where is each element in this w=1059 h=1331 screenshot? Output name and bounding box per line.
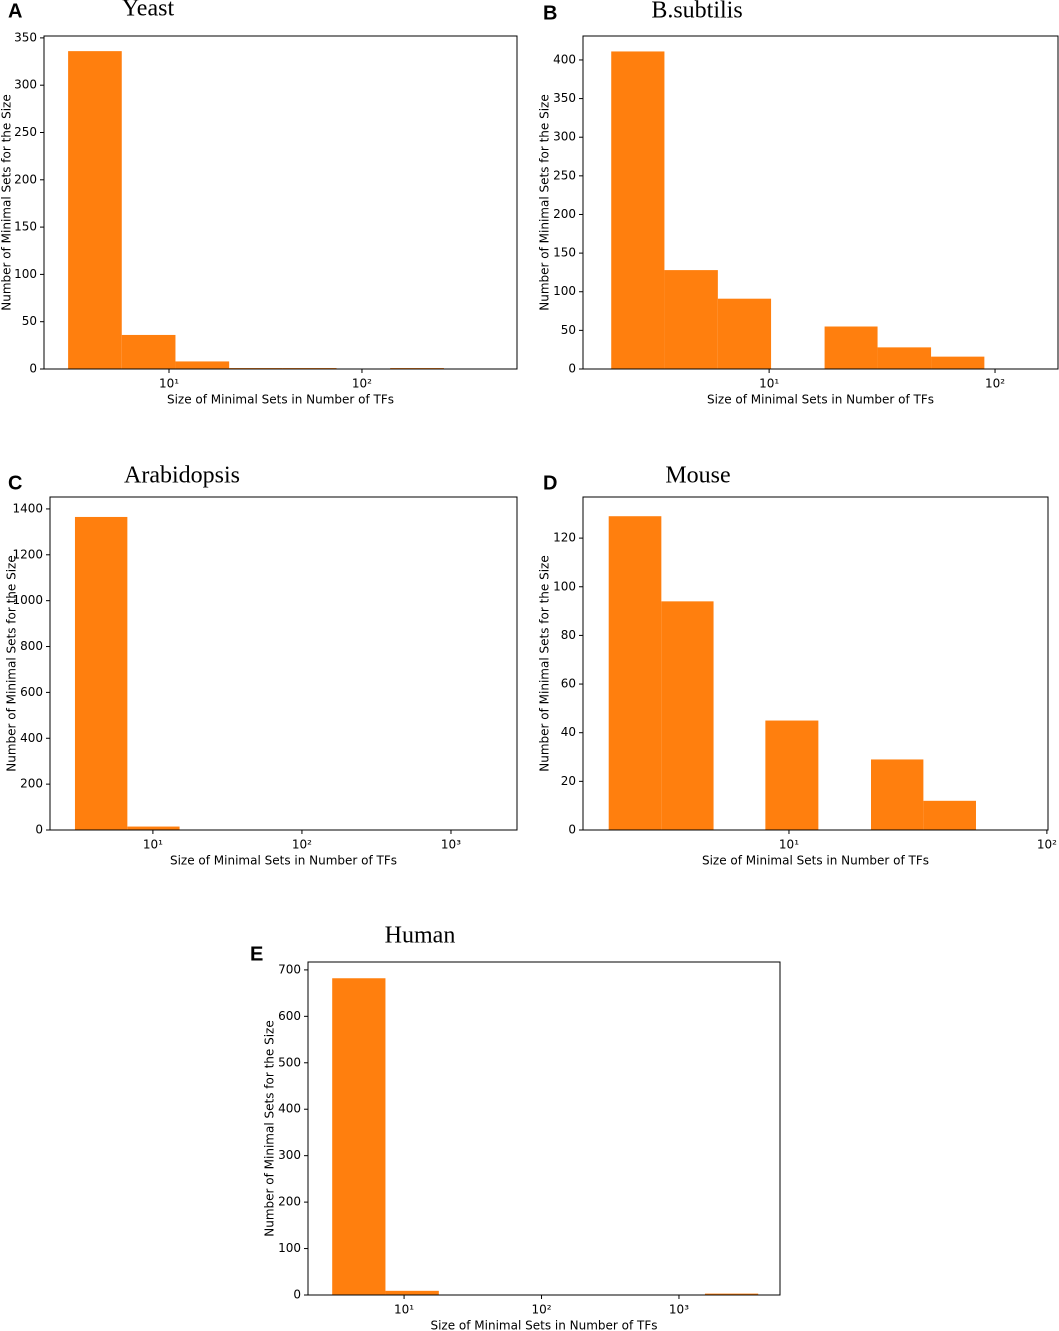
axes-frame — [582, 35, 1059, 370]
x-axis-label: Size of Minimal Sets in Number of TFs — [430, 1319, 657, 1331]
bar — [385, 1290, 439, 1295]
y-tick-label: 300 — [553, 130, 576, 144]
x-tick-label: 10¹ — [759, 377, 779, 391]
y-tick-label: 100 — [14, 267, 37, 281]
bar — [608, 516, 662, 830]
y-tick-label: 50 — [561, 323, 576, 337]
bar — [121, 334, 176, 369]
y-tick-label: 60 — [561, 677, 576, 691]
y-tick-label: 350 — [553, 91, 576, 105]
y-tick-label: 40 — [561, 725, 576, 739]
y-tick-label: 200 — [14, 172, 37, 186]
y-tick-label: 100 — [553, 284, 576, 298]
y-tick-label: 1000 — [12, 593, 43, 607]
y-tick-label: 300 — [278, 1148, 301, 1162]
y-tick-label: 50 — [22, 314, 37, 328]
bar — [704, 1293, 759, 1295]
y-tick-label: 120 — [553, 531, 576, 545]
axes-frame — [307, 961, 781, 1296]
bar — [68, 51, 122, 370]
y-axis-label: Number of Minimal Sets for the Size — [263, 1020, 277, 1236]
x-tick-label: 10² — [1037, 838, 1057, 852]
bar — [664, 270, 718, 369]
y-axis-label: Number of Minimal Sets for the Size — [538, 555, 552, 771]
axes-frame — [43, 35, 518, 370]
panel-title: Arabidopsis — [124, 463, 240, 489]
y-tick-label: 0 — [29, 362, 37, 376]
axes-frame — [49, 496, 518, 831]
y-tick-label: 350 — [14, 30, 37, 44]
bar — [824, 326, 878, 369]
y-axis-label: Number of Minimal Sets for the Size — [5, 555, 19, 771]
bar — [931, 356, 985, 369]
y-tick-label: 500 — [278, 1055, 301, 1069]
x-tick-label: 10² — [531, 1303, 551, 1317]
y-tick-label: 250 — [14, 125, 37, 139]
y-tick-label: 150 — [553, 246, 576, 260]
y-tick-label: 400 — [278, 1102, 301, 1116]
y-tick-label: 200 — [20, 777, 43, 791]
panel-letter: C — [8, 472, 22, 494]
y-tick-label: 0 — [568, 362, 576, 376]
y-tick-label: 200 — [278, 1195, 301, 1209]
y-axis-label: Number of Minimal Sets for the Size — [0, 94, 14, 310]
bar — [923, 800, 976, 830]
bar — [877, 347, 932, 369]
bar — [127, 826, 180, 830]
x-axis-label: Size of Minimal Sets in Number of TFs — [702, 854, 929, 868]
y-tick-label: 0 — [35, 823, 43, 837]
x-tick-label: 10² — [352, 377, 372, 391]
y-tick-label: 150 — [14, 220, 37, 234]
panel-title: Yeast — [122, 0, 175, 22]
y-tick-label: 1200 — [12, 547, 43, 561]
y-tick-label: 0 — [568, 823, 576, 837]
x-axis-label: Size of Minimal Sets in Number of TFs — [707, 393, 934, 407]
x-tick-label: 10² — [292, 838, 312, 852]
panel-letter: E — [250, 943, 263, 965]
x-axis-label: Size of Minimal Sets in Number of TFs — [167, 393, 394, 407]
panel-title: Mouse — [665, 463, 730, 489]
bar — [661, 601, 714, 830]
y-tick-label: 100 — [278, 1241, 301, 1255]
panel-title: Human — [385, 923, 456, 949]
axes-frame — [582, 496, 1049, 831]
bar — [611, 51, 665, 370]
y-tick-label: 400 — [553, 52, 576, 66]
bar — [332, 978, 386, 1295]
x-tick-label: 10³ — [441, 838, 461, 852]
y-tick-label: 300 — [14, 78, 37, 92]
bar — [175, 361, 230, 369]
x-tick-label: 10¹ — [159, 377, 179, 391]
y-tick-label: 80 — [561, 628, 576, 642]
y-tick-label: 400 — [20, 731, 43, 745]
panel-letter: D — [543, 472, 557, 494]
x-axis-label: Size of Minimal Sets in Number of TFs — [170, 854, 397, 868]
panel-letter: B — [543, 2, 557, 24]
y-axis-label: Number of Minimal Sets for the Size — [538, 94, 552, 310]
bar — [74, 516, 128, 830]
y-tick-label: 800 — [20, 639, 43, 653]
y-tick-label: 100 — [553, 579, 576, 593]
bar — [717, 298, 772, 369]
bar — [871, 759, 924, 830]
y-tick-label: 700 — [278, 962, 301, 976]
y-tick-label: 0 — [293, 1288, 301, 1302]
x-tick-label: 10¹ — [394, 1303, 414, 1317]
x-tick-label: 10³ — [669, 1303, 689, 1317]
bar — [765, 720, 819, 830]
x-tick-label: 10² — [985, 377, 1005, 391]
x-tick-label: 10¹ — [779, 838, 799, 852]
y-tick-label: 600 — [278, 1009, 301, 1023]
y-tick-label: 600 — [20, 685, 43, 699]
y-tick-label: 200 — [553, 207, 576, 221]
y-tick-label: 1400 — [12, 501, 43, 515]
panel-title: B.subtilis — [651, 0, 742, 24]
panel-letter: A — [8, 0, 22, 22]
x-tick-label: 10¹ — [143, 838, 163, 852]
y-tick-label: 250 — [553, 168, 576, 182]
y-tick-label: 20 — [561, 774, 576, 788]
